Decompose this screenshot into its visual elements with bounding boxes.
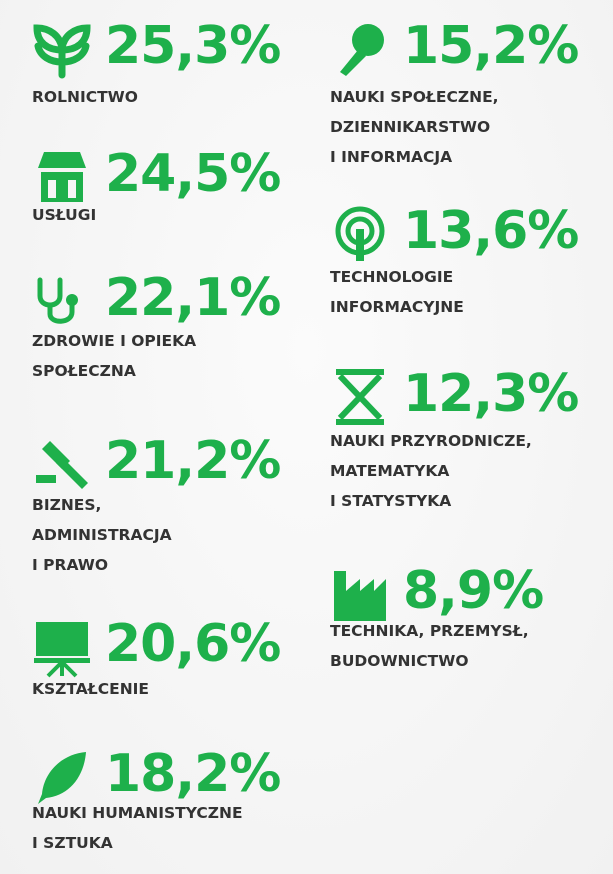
category-label: BUDOWNICTWO	[330, 652, 469, 670]
category-icon	[336, 369, 384, 425]
category-icon	[36, 441, 88, 489]
percentage: 21,2%	[105, 431, 281, 491]
category-label: USŁUGI	[32, 206, 97, 224]
percentage: 18,2%	[105, 744, 281, 804]
category-label: TECHNIKA, PRZEMYSŁ,	[330, 622, 529, 640]
category-label: KSZTAŁCENIE	[32, 680, 150, 698]
category-icon	[38, 152, 86, 202]
category-label: I INFORMACJA	[330, 148, 453, 166]
category-icon	[335, 206, 385, 261]
percentage: 22,1%	[105, 268, 281, 328]
category-label: I STATYSTYKA	[330, 492, 452, 510]
category-label: MATEMATYKA	[330, 462, 450, 480]
category-label: ADMINISTRACJA	[32, 526, 172, 544]
percentage: 15,2%	[403, 16, 579, 76]
category-label: ZDROWIE I OPIEKA	[32, 332, 197, 350]
category-label: DZIENNIKARSTWO	[330, 118, 491, 136]
percentage: 24,5%	[105, 144, 281, 204]
category-label: I PRAWO	[32, 556, 109, 574]
category-icon	[34, 622, 90, 678]
category-label: ROLNICTWO	[32, 88, 138, 106]
category-icon	[33, 24, 91, 79]
percentage: 12,3%	[403, 364, 579, 424]
category-label: TECHNOLOGIE	[330, 268, 454, 286]
category-label: BIZNES,	[32, 496, 102, 514]
category-label: SPOŁECZNA	[32, 362, 136, 380]
category-icon	[38, 752, 86, 804]
category-label: NAUKI PRZYRODNICZE,	[330, 432, 532, 450]
category-label: NAUKI SPOŁECZNE,	[330, 88, 499, 106]
category-icon	[37, 277, 78, 324]
category-label: INFORMACYJNE	[330, 298, 464, 316]
category-icon	[340, 24, 384, 76]
category-icon	[334, 571, 386, 621]
category-label: NAUKI HUMANISTYCZNE	[32, 804, 243, 822]
percentage: 8,9%	[403, 561, 544, 621]
category-label: I SZTUKA	[32, 834, 113, 852]
percentage: 13,6%	[403, 201, 579, 261]
percentage: 20,6%	[105, 614, 281, 674]
percentage: 25,3%	[105, 16, 281, 76]
